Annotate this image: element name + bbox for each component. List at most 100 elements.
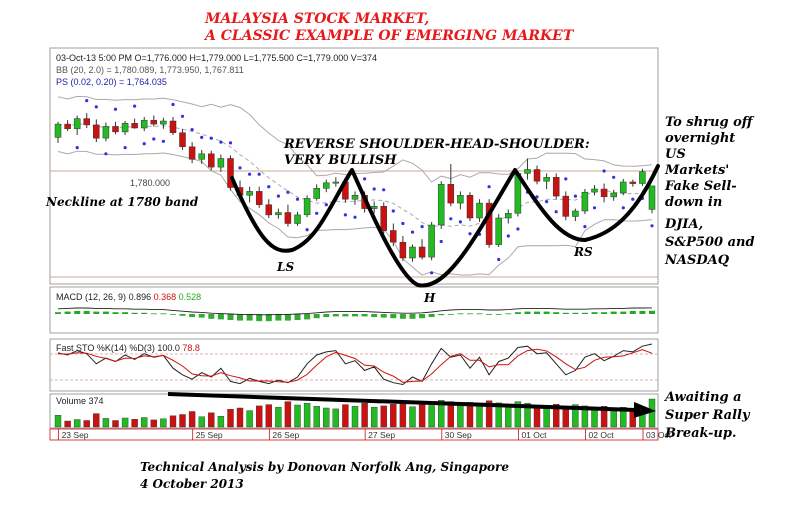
volume-bar (217, 416, 225, 428)
right-note-line-6: down in (665, 195, 722, 210)
psar-dot (353, 215, 357, 219)
sto-name: Fast STO %K(14) %D(3) (56, 343, 155, 353)
psar-dot (286, 190, 290, 194)
macd-histogram (55, 307, 655, 322)
macd-label: MACD (12, 26, 9) 0.896 0.368 0.528 (56, 292, 201, 302)
psar-dot (219, 140, 223, 144)
sto-d-value: 78.8 (182, 343, 200, 353)
date-label: 03 Oct (646, 430, 672, 440)
candle-body (552, 177, 560, 197)
macd-bar (591, 312, 598, 314)
volume-bar (428, 405, 435, 428)
macd-bar (610, 311, 617, 314)
psar-dot (458, 220, 462, 224)
pattern-verdict: VERY BULLISH (284, 153, 397, 168)
bollinger-readout: BB (20, 2.0) = 1,780.089, 1,773.950, 1,7… (56, 65, 244, 75)
macd-bar (160, 313, 167, 315)
macd-bar (217, 314, 224, 320)
macd-bar (486, 314, 493, 315)
volume-bar (54, 415, 62, 428)
volume-bars (54, 398, 656, 428)
volume-bar (600, 406, 608, 428)
candle-body (648, 185, 656, 210)
candle-body (543, 177, 550, 182)
date-label: 23 Sep (62, 430, 89, 440)
candle-body (275, 212, 282, 216)
candle-body (437, 184, 445, 226)
volume-bar (380, 405, 387, 428)
psar-dot (104, 152, 108, 156)
candle-body (380, 206, 387, 231)
macd-bar (629, 311, 636, 314)
macd-bar (371, 314, 378, 317)
psar-dot (602, 169, 606, 173)
volume-bar (313, 406, 320, 428)
macd-bar (572, 312, 579, 314)
right-note-line-2: overnight (665, 131, 735, 146)
psar-dot (152, 137, 156, 141)
macd-bar (438, 314, 445, 316)
date-label: 01 Oct (521, 430, 547, 440)
right-note-line-5: Fake Sell- (664, 179, 737, 194)
volume-bar (121, 417, 129, 428)
candle-body (466, 195, 474, 219)
bollinger-lower (57, 150, 653, 276)
candle-body (476, 202, 483, 219)
candle-body (102, 126, 110, 139)
volume-bar (160, 418, 167, 428)
macd-bar (304, 314, 311, 320)
macd-bar (93, 311, 100, 314)
psar-dot (315, 211, 319, 215)
macd-bar (246, 314, 253, 321)
neckline-note: Neckline at 1780 band (45, 195, 199, 209)
volume-bar (572, 404, 579, 428)
macd-bar (581, 312, 588, 314)
macd-value-2: 0.368 (154, 292, 177, 302)
psar-dot (171, 102, 175, 107)
macd-bar (170, 314, 176, 315)
macd-bar (495, 314, 502, 315)
psar-dot (535, 195, 539, 199)
volume-bar (303, 403, 311, 428)
volume-bar (208, 412, 215, 428)
volume-bar (83, 420, 90, 428)
macd-bar (294, 314, 301, 320)
psar-dot (133, 104, 137, 108)
right-side-note: To shrug off overnight US Markets' Fake … (664, 115, 755, 268)
volume-bar (179, 414, 186, 428)
candle-body (83, 118, 90, 126)
macd-bar (237, 314, 243, 321)
macd-bar (514, 312, 521, 314)
volume-bar (447, 401, 454, 428)
macd-bar (64, 311, 71, 314)
candle-body (370, 206, 378, 209)
right-shoulder-label: RS (573, 245, 593, 259)
volume-bar (457, 404, 464, 428)
candle-body (140, 119, 148, 129)
volume-bar (485, 400, 493, 428)
volume-bar (73, 419, 81, 428)
sto-d-line (57, 348, 653, 383)
macd-bar (189, 314, 196, 317)
macd-bar (55, 312, 61, 314)
psar-dot (468, 232, 472, 236)
left-shoulder-label: LS (276, 260, 294, 274)
psar-dot (439, 239, 443, 244)
volume-value: 374 (89, 396, 104, 406)
date-label: 26 Sep (272, 430, 299, 440)
volume-bar (361, 403, 368, 428)
credit-date: 4 October 2013 (140, 477, 244, 491)
volume-bar (246, 410, 253, 428)
volume-bar (102, 418, 110, 428)
volume-bar (236, 407, 244, 428)
date-label: 02 Oct (589, 430, 615, 440)
candle-body (457, 195, 464, 204)
date-label: 25 Sep (196, 430, 223, 440)
stochastic-lines (57, 343, 653, 386)
psar-dot (372, 187, 376, 191)
volume-bar (438, 400, 445, 428)
macd-bar (562, 312, 569, 314)
candle-body (255, 191, 263, 205)
volume-label: Volume 374 (56, 396, 104, 406)
candle-body (562, 195, 570, 217)
